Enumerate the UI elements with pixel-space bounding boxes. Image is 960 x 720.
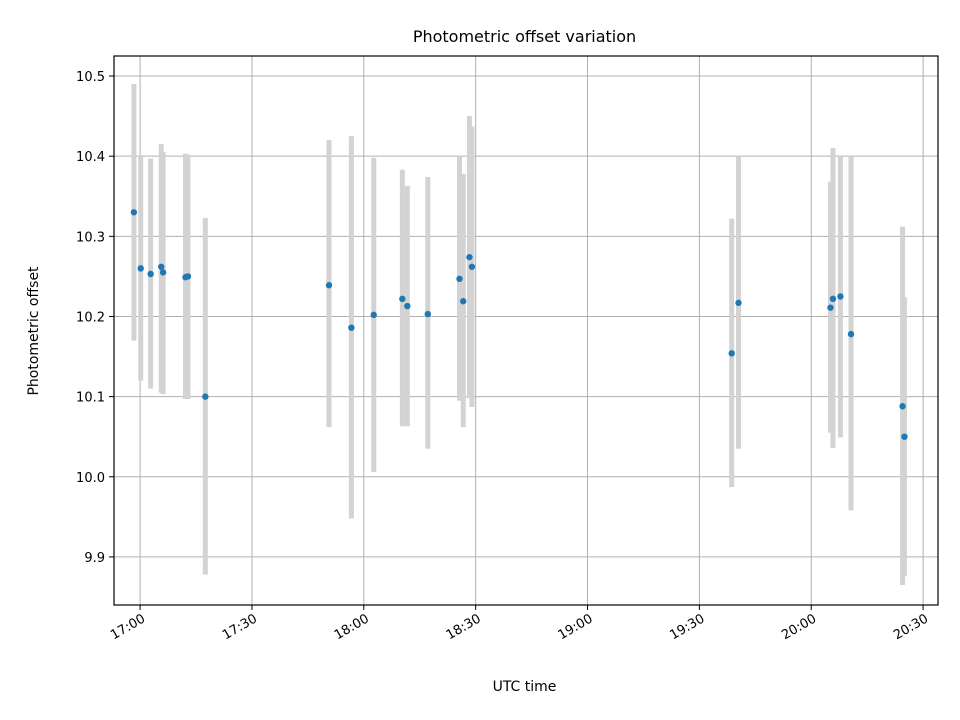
x-tick-label: 19:00 [556,611,596,643]
data-points [130,209,908,440]
x-tick-label: 17:00 [108,611,148,643]
x-tick-label: 18:30 [444,611,484,643]
x-tick-label: 20:00 [779,611,819,643]
gridlines [114,56,938,605]
plot-frame [113,55,939,606]
x-axis-ticks: 17:00 17:30 18:00 18:30 19:00 19:30 20:00 20:30 [108,605,931,643]
data-point [827,304,834,311]
data-point [147,270,154,278]
data-point [847,330,855,338]
chart-title: Photometric offset variation [413,27,636,46]
data-point [460,298,467,305]
data-point [735,299,742,307]
y-tick-label: 9.9 [84,551,105,566]
y-tick-label: 10.3 [76,230,105,245]
y-tick-label: 10.4 [76,150,105,165]
data-point [399,295,406,303]
data-point [325,282,333,289]
error-bars [131,84,907,585]
data-point [837,293,844,300]
data-point [158,263,165,270]
y-tick-label: 10.2 [76,310,105,325]
data-point [456,275,463,283]
data-point [137,265,144,272]
data-point [468,263,476,270]
data-point [829,295,837,303]
data-point [424,310,432,318]
y-tick-label: 10.0 [76,471,105,486]
x-tick-label: 20:30 [891,611,931,643]
x-tick-label: 19:30 [667,611,707,643]
data-point [159,269,167,276]
data-point [130,209,138,216]
y-axis-label: Photometric offset [26,266,42,396]
data-point [901,433,908,440]
data-point [184,273,192,280]
x-tick-label: 17:30 [220,611,260,643]
y-tick-label: 10.1 [76,391,105,406]
data-point [202,393,209,400]
data-point [466,253,473,261]
y-tick-label: 10.5 [76,70,105,85]
y-axis-ticks: 9.9 10.0 10.1 10.2 10.3 10.4 10.5 [76,70,114,566]
data-point [728,350,735,357]
data-point [899,403,906,410]
data-point [370,311,377,319]
data-point [348,324,355,331]
x-tick-label: 18:00 [332,611,372,643]
x-axis-label: UTC time [493,679,557,695]
data-point [404,302,411,310]
